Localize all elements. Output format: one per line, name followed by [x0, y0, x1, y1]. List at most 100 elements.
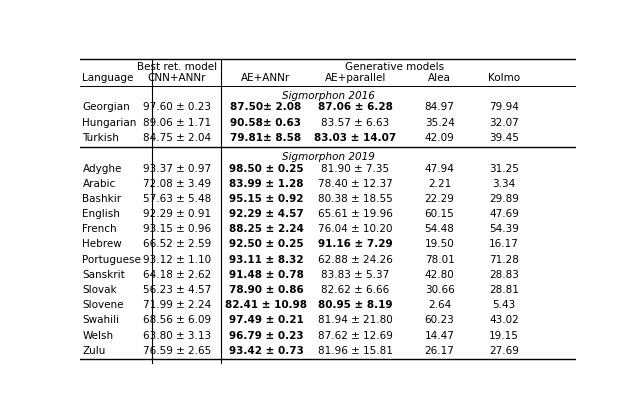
Text: Sigmorphon 2019: Sigmorphon 2019: [282, 152, 374, 162]
Text: 71.28: 71.28: [489, 255, 519, 265]
Text: Alea: Alea: [428, 74, 451, 83]
Text: 28.81: 28.81: [489, 285, 519, 295]
Text: 78.01: 78.01: [425, 255, 454, 265]
Text: 43.02: 43.02: [489, 315, 519, 326]
Text: 22.29: 22.29: [425, 194, 454, 204]
Text: French: French: [83, 224, 117, 234]
Text: 82.41 ± 10.98: 82.41 ± 10.98: [225, 300, 307, 310]
Text: 56.23 ± 4.57: 56.23 ± 4.57: [143, 285, 211, 295]
Text: 93.42 ± 0.73: 93.42 ± 0.73: [228, 346, 303, 356]
Text: AE+ANNr: AE+ANNr: [241, 74, 291, 83]
Text: 93.15 ± 0.96: 93.15 ± 0.96: [143, 224, 211, 234]
Text: Language: Language: [83, 74, 134, 83]
Text: 64.18 ± 2.62: 64.18 ± 2.62: [143, 270, 211, 280]
Text: 79.81± 8.58: 79.81± 8.58: [230, 133, 301, 143]
Text: English: English: [83, 209, 120, 219]
Text: CNN+ANNr: CNN+ANNr: [147, 74, 206, 83]
Text: Kolmo: Kolmo: [488, 74, 520, 83]
Text: Sanskrit: Sanskrit: [83, 270, 125, 280]
Text: 87.50± 2.08: 87.50± 2.08: [230, 102, 301, 112]
Text: 83.83 ± 5.37: 83.83 ± 5.37: [321, 270, 389, 280]
Text: Zulu: Zulu: [83, 346, 106, 356]
Text: 81.96 ± 15.81: 81.96 ± 15.81: [318, 346, 393, 356]
Text: Georgian: Georgian: [83, 102, 130, 112]
Text: 79.94: 79.94: [489, 102, 519, 112]
Text: 78.40 ± 12.37: 78.40 ± 12.37: [318, 179, 393, 189]
Text: 2.64: 2.64: [428, 300, 451, 310]
Text: 5.43: 5.43: [492, 300, 516, 310]
Text: 19.50: 19.50: [425, 240, 454, 249]
Text: 93.11 ± 8.32: 93.11 ± 8.32: [228, 255, 303, 265]
Text: 71.99 ± 2.24: 71.99 ± 2.24: [143, 300, 211, 310]
Text: 72.08 ± 3.49: 72.08 ± 3.49: [143, 179, 211, 189]
Text: 2.21: 2.21: [428, 179, 451, 189]
Text: 14.47: 14.47: [425, 330, 454, 341]
Text: 30.66: 30.66: [425, 285, 454, 295]
Text: 42.09: 42.09: [425, 133, 454, 143]
Text: 84.75 ± 2.04: 84.75 ± 2.04: [143, 133, 211, 143]
Text: 81.90 ± 7.35: 81.90 ± 7.35: [321, 164, 389, 173]
Text: Best ret. model: Best ret. model: [137, 62, 217, 72]
Text: 39.45: 39.45: [489, 133, 519, 143]
Text: Hungarian: Hungarian: [83, 118, 137, 127]
Text: 47.94: 47.94: [425, 164, 454, 173]
Text: 27.69: 27.69: [489, 346, 519, 356]
Text: 89.06 ± 1.71: 89.06 ± 1.71: [143, 118, 211, 127]
Text: 35.24: 35.24: [425, 118, 454, 127]
Text: Portuguese: Portuguese: [83, 255, 141, 265]
Text: Arabic: Arabic: [83, 179, 116, 189]
Text: 19.15: 19.15: [489, 330, 519, 341]
Text: 65.61 ± 19.96: 65.61 ± 19.96: [318, 209, 393, 219]
Text: Sigmorphon 2016: Sigmorphon 2016: [282, 91, 374, 101]
Text: 82.62 ± 6.66: 82.62 ± 6.66: [321, 285, 389, 295]
Text: Turkish: Turkish: [83, 133, 119, 143]
Text: 91.48 ± 0.78: 91.48 ± 0.78: [228, 270, 303, 280]
Text: 96.79 ± 0.23: 96.79 ± 0.23: [228, 330, 303, 341]
Text: 83.99 ± 1.28: 83.99 ± 1.28: [228, 179, 303, 189]
Text: AE+parallel: AE+parallel: [324, 74, 386, 83]
Text: 95.15 ± 0.92: 95.15 ± 0.92: [228, 194, 303, 204]
Text: 29.89: 29.89: [489, 194, 519, 204]
Text: 81.94 ± 21.80: 81.94 ± 21.80: [318, 315, 393, 326]
Text: 83.57 ± 6.63: 83.57 ± 6.63: [321, 118, 389, 127]
Text: Welsh: Welsh: [83, 330, 114, 341]
Text: 63.80 ± 3.13: 63.80 ± 3.13: [143, 330, 211, 341]
Text: 91.16 ± 7.29: 91.16 ± 7.29: [318, 240, 392, 249]
Text: 84.97: 84.97: [425, 102, 454, 112]
Text: 97.60 ± 0.23: 97.60 ± 0.23: [143, 102, 211, 112]
Text: Slovak: Slovak: [83, 285, 117, 295]
Text: 80.38 ± 18.55: 80.38 ± 18.55: [318, 194, 393, 204]
Text: 97.49 ± 0.21: 97.49 ± 0.21: [228, 315, 303, 326]
Text: 3.34: 3.34: [492, 179, 516, 189]
Text: Swahili: Swahili: [83, 315, 120, 326]
Text: 47.69: 47.69: [489, 209, 519, 219]
Text: 92.50 ± 0.25: 92.50 ± 0.25: [228, 240, 303, 249]
Text: 92.29 ± 0.91: 92.29 ± 0.91: [143, 209, 211, 219]
Text: 88.25 ± 2.24: 88.25 ± 2.24: [228, 224, 303, 234]
Text: 93.12 ± 1.10: 93.12 ± 1.10: [143, 255, 211, 265]
Text: 62.88 ± 24.26: 62.88 ± 24.26: [318, 255, 393, 265]
Text: Bashkir: Bashkir: [83, 194, 122, 204]
Text: 54.39: 54.39: [489, 224, 519, 234]
Text: 60.15: 60.15: [425, 209, 454, 219]
Text: 57.63 ± 5.48: 57.63 ± 5.48: [143, 194, 211, 204]
Text: 83.03 ± 14.07: 83.03 ± 14.07: [314, 133, 396, 143]
Text: 16.17: 16.17: [489, 240, 519, 249]
Text: 93.37 ± 0.97: 93.37 ± 0.97: [143, 164, 211, 173]
Text: 87.62 ± 12.69: 87.62 ± 12.69: [318, 330, 393, 341]
Text: 54.48: 54.48: [425, 224, 454, 234]
Text: Adyghe: Adyghe: [83, 164, 122, 173]
Text: 66.52 ± 2.59: 66.52 ± 2.59: [143, 240, 211, 249]
Text: 60.23: 60.23: [425, 315, 454, 326]
Text: 80.95 ± 8.19: 80.95 ± 8.19: [318, 300, 392, 310]
Text: 42.80: 42.80: [425, 270, 454, 280]
Text: 28.83: 28.83: [489, 270, 519, 280]
Text: 87.06 ± 6.28: 87.06 ± 6.28: [318, 102, 393, 112]
Text: 68.56 ± 6.09: 68.56 ± 6.09: [143, 315, 211, 326]
Text: 76.59 ± 2.65: 76.59 ± 2.65: [143, 346, 211, 356]
Text: 78.90 ± 0.86: 78.90 ± 0.86: [228, 285, 303, 295]
Text: 92.29 ± 4.57: 92.29 ± 4.57: [228, 209, 303, 219]
Text: 32.07: 32.07: [489, 118, 519, 127]
Text: 76.04 ± 10.20: 76.04 ± 10.20: [318, 224, 392, 234]
Text: 98.50 ± 0.25: 98.50 ± 0.25: [228, 164, 303, 173]
